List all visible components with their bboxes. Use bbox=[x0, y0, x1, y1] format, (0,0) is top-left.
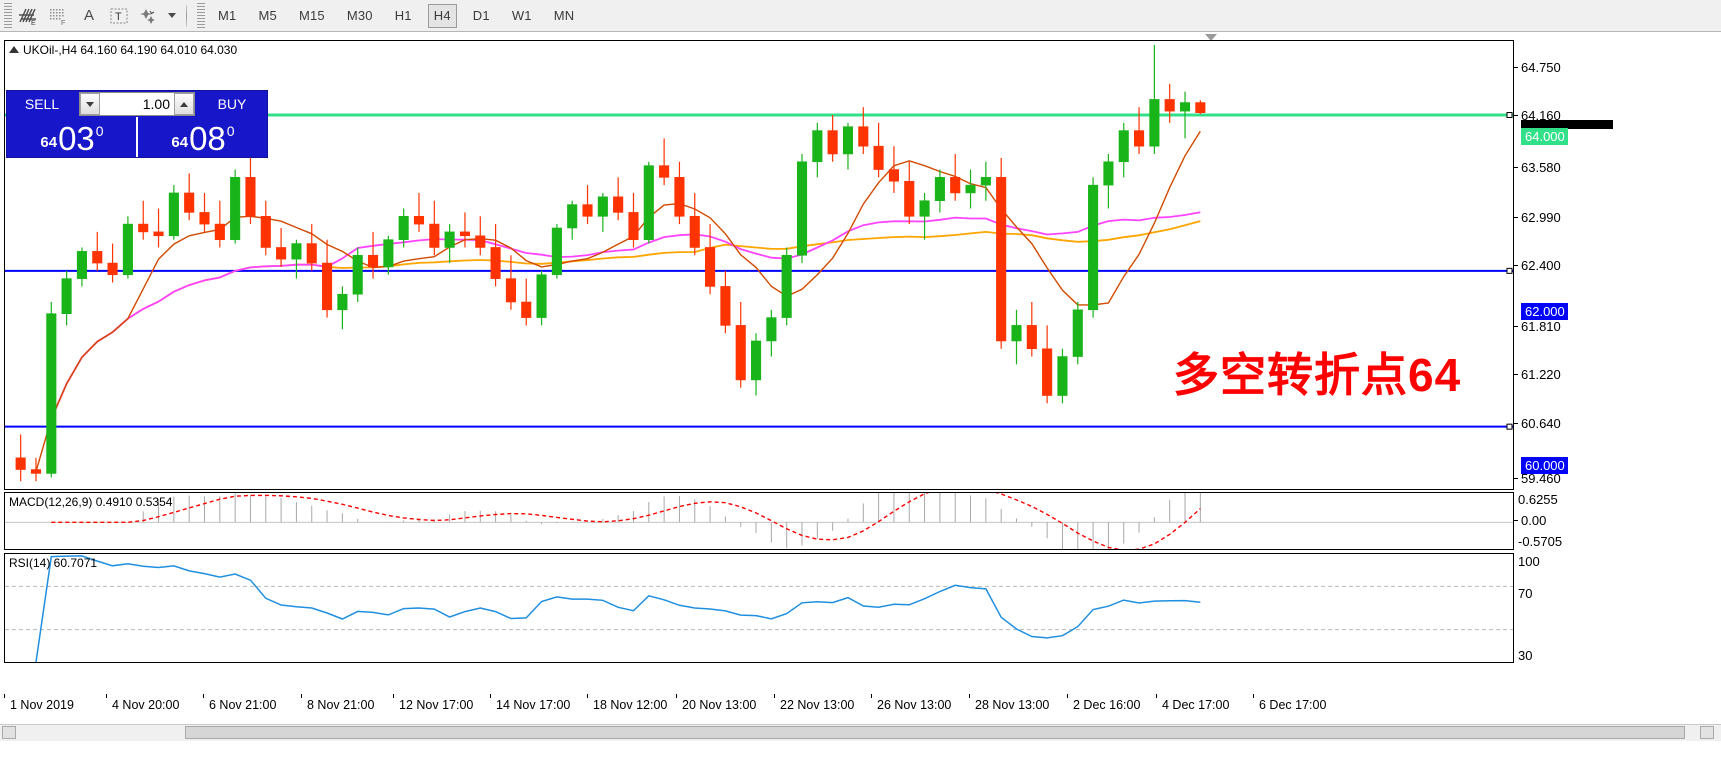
price-tick-63580: 63.580 bbox=[1514, 160, 1561, 175]
time-tick-7: 20 Nov 13:00 bbox=[675, 694, 757, 712]
time-tick-2: 6 Nov 21:00 bbox=[202, 694, 277, 712]
sell-price-prefix: 64 bbox=[40, 134, 58, 151]
rsi-chart-svg bbox=[5, 555, 1513, 662]
macd-tick-top: 0.6255 bbox=[1518, 492, 1558, 507]
timeframe-m1[interactable]: M1 bbox=[218, 8, 237, 23]
macd-tick-zero: 0.00 bbox=[1514, 513, 1546, 528]
buy-price-display[interactable]: 64 08 0 bbox=[136, 117, 267, 157]
chevron-up-icon bbox=[180, 101, 188, 107]
toolbar-grip[interactable] bbox=[4, 2, 12, 29]
price-axis[interactable]: 64.750 64.160 64.000 63.580 62.990 62.40… bbox=[1514, 40, 1721, 663]
price-tick-59460: 59.460 bbox=[1514, 471, 1561, 486]
timeframe-d1[interactable]: D1 bbox=[472, 8, 490, 23]
svg-text:T: T bbox=[115, 11, 122, 23]
rsi-tick-30: 30 bbox=[1518, 648, 1533, 663]
sell-price-fraction: 0 bbox=[95, 123, 104, 139]
time-tick-13: 6 Dec 17:00 bbox=[1252, 694, 1327, 712]
price-tick-61810: 61.810 bbox=[1514, 319, 1561, 334]
time-tick-3: 8 Nov 21:00 bbox=[300, 694, 375, 712]
chevron-down-icon bbox=[86, 101, 94, 107]
rsi-label: RSI(14) 60.7071 bbox=[9, 556, 98, 570]
symbol-expand-icon[interactable] bbox=[9, 46, 19, 53]
sell-price-big: 03 bbox=[58, 120, 95, 157]
time-tick-9: 26 Nov 13:00 bbox=[870, 694, 952, 712]
rsi-tick-70: 70 bbox=[1518, 586, 1533, 601]
time-tick-4: 12 Nov 17:00 bbox=[392, 694, 474, 712]
price-tick-64160: 64.160 bbox=[1514, 108, 1561, 123]
trade-panel-top-row: SELL 1.00 BUY bbox=[7, 91, 267, 117]
level-62-badge[interactable]: 62.000 bbox=[1521, 303, 1568, 320]
price-tick-60640: 60.640 bbox=[1514, 416, 1561, 431]
price-tick-62990: 62.990 bbox=[1514, 210, 1561, 225]
timeframe-m15[interactable]: M15 bbox=[298, 8, 325, 23]
svg-text:E: E bbox=[31, 20, 36, 26]
lot-increase-button[interactable] bbox=[174, 93, 194, 115]
rsi-tick-100: 100 bbox=[1518, 554, 1540, 569]
timeframe-m5[interactable]: M5 bbox=[258, 8, 277, 23]
macd-chart-svg bbox=[5, 493, 1513, 549]
time-tick-10: 28 Nov 13:00 bbox=[968, 694, 1050, 712]
timeframe-m30[interactable]: M30 bbox=[346, 8, 373, 23]
price-chart-svg bbox=[5, 44, 1513, 482]
last-price-black-bar bbox=[1521, 120, 1613, 129]
buy-price-prefix: 64 bbox=[171, 134, 189, 151]
rsi-pane[interactable]: RSI(14) 60.7071 bbox=[4, 553, 1514, 663]
scroll-left-button[interactable] bbox=[2, 726, 16, 739]
macd-tick-bottom: -0.5705 bbox=[1518, 534, 1563, 549]
time-tick-11: 2 Dec 16:00 bbox=[1066, 694, 1141, 712]
grid-icon[interactable]: F bbox=[44, 2, 74, 30]
price-tick-61220: 61.220 bbox=[1514, 367, 1561, 382]
one-click-trading-panel[interactable]: SELL 1.00 BUY 64 03 0 64 08 0 bbox=[6, 90, 268, 158]
text-icon[interactable]: A bbox=[83, 7, 94, 24]
chart-annotation-text: 多空转折点64 bbox=[1173, 349, 1462, 401]
time-axis[interactable]: 1 Nov 2019 4 Nov 20:00 6 Nov 21:00 8 Nov… bbox=[4, 694, 1514, 718]
price-tick-62400: 62.400 bbox=[1514, 258, 1561, 273]
sell-price-display[interactable]: 64 03 0 bbox=[7, 117, 136, 157]
toolbar: E F bbox=[0, 0, 1721, 32]
toolbar-separator bbox=[186, 4, 187, 27]
lot-size-stepper[interactable]: 1.00 bbox=[79, 92, 195, 116]
sell-button[interactable]: SELL bbox=[7, 91, 77, 117]
time-tick-8: 22 Nov 13:00 bbox=[773, 694, 855, 712]
buy-button[interactable]: BUY bbox=[197, 91, 267, 117]
scroll-right-button[interactable] bbox=[1700, 726, 1714, 739]
objects-dropdown-icon[interactable] bbox=[164, 2, 180, 30]
time-tick-12: 4 Dec 17:00 bbox=[1155, 694, 1230, 712]
time-tick-6: 18 Nov 12:00 bbox=[586, 694, 668, 712]
text-label-icon[interactable]: T bbox=[104, 2, 134, 30]
time-tick-5: 14 Nov 17:00 bbox=[489, 694, 571, 712]
svg-text:F: F bbox=[61, 20, 65, 26]
horizontal-scrollbar[interactable] bbox=[0, 724, 1721, 741]
level-60-badge[interactable]: 60.000 bbox=[1521, 457, 1568, 474]
symbol-info-label: UKOil-,H4 64.160 64.190 64.010 64.030 bbox=[9, 43, 237, 57]
timeframe-mn[interactable]: MN bbox=[553, 8, 575, 23]
time-tick-1: 4 Nov 20:00 bbox=[105, 694, 180, 712]
chart-area[interactable]: UKOil-,H4 64.160 64.190 64.010 64.030 多空… bbox=[0, 32, 1721, 758]
lot-size-input[interactable]: 1.00 bbox=[100, 93, 174, 115]
bid-price-badge[interactable]: 64.000 bbox=[1521, 128, 1568, 145]
macd-label: MACD(12,26,9) 0.4910 0.5354 bbox=[9, 495, 173, 509]
timeframe-h4[interactable]: H4 bbox=[427, 3, 457, 28]
trade-panel-prices-row: 64 03 0 64 08 0 bbox=[7, 117, 267, 157]
price-tick-64750: 64.750 bbox=[1514, 60, 1561, 75]
timeframe-w1[interactable]: W1 bbox=[511, 8, 532, 23]
timeframe-h1[interactable]: H1 bbox=[394, 8, 412, 23]
indicators-icon[interactable]: E bbox=[14, 2, 44, 30]
scrollbar-thumb[interactable] bbox=[185, 726, 1685, 739]
buy-price-fraction: 0 bbox=[226, 123, 235, 139]
macd-pane[interactable]: MACD(12,26,9) 0.4910 0.5354 bbox=[4, 492, 1514, 550]
chart-collapse-icon[interactable] bbox=[1205, 34, 1217, 41]
timeframe-grip[interactable] bbox=[197, 2, 205, 29]
objects-icon[interactable] bbox=[134, 2, 164, 30]
lot-decrease-button[interactable] bbox=[80, 93, 100, 115]
time-tick-0: 1 Nov 2019 bbox=[4, 694, 74, 712]
buy-price-big: 08 bbox=[189, 120, 226, 157]
